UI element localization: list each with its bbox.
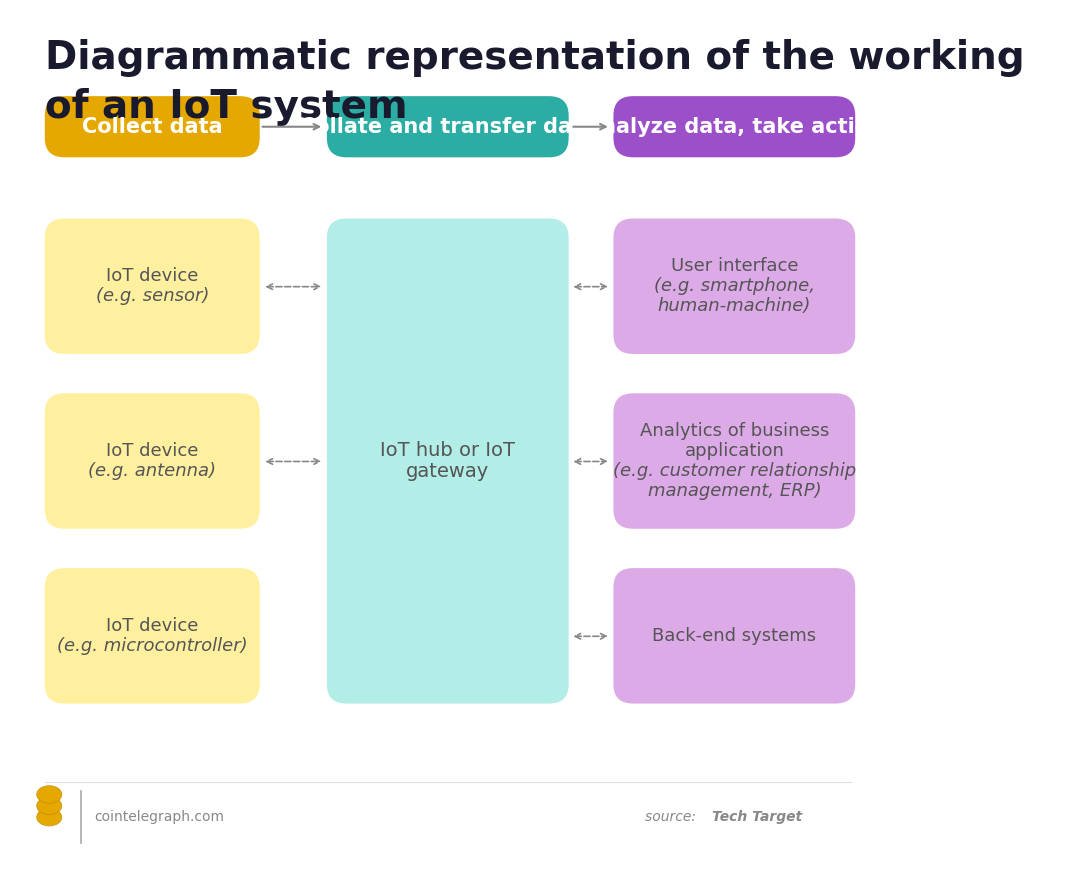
Text: Analytics of business: Analytics of business (639, 422, 829, 440)
FancyBboxPatch shape (327, 96, 569, 157)
Text: Analyze data, take action: Analyze data, take action (585, 117, 883, 136)
Ellipse shape (37, 786, 62, 803)
Text: application: application (685, 442, 784, 460)
FancyBboxPatch shape (327, 218, 569, 704)
Text: User interface: User interface (671, 257, 798, 275)
FancyBboxPatch shape (613, 393, 855, 529)
Text: (e.g. customer relationship: (e.g. customer relationship (612, 462, 855, 480)
FancyBboxPatch shape (613, 96, 855, 157)
Text: Collect data: Collect data (82, 117, 222, 136)
FancyBboxPatch shape (613, 568, 855, 704)
Text: Back-end systems: Back-end systems (652, 627, 816, 645)
Text: IoT device: IoT device (106, 617, 199, 635)
FancyBboxPatch shape (44, 218, 259, 354)
Text: human-machine): human-machine) (658, 297, 811, 316)
Text: cointelegraph.com: cointelegraph.com (94, 810, 224, 824)
Ellipse shape (37, 797, 62, 815)
Text: source:: source: (645, 810, 700, 824)
FancyBboxPatch shape (44, 96, 259, 157)
Text: (e.g. sensor): (e.g. sensor) (95, 288, 208, 305)
FancyBboxPatch shape (613, 218, 855, 354)
Text: Collate and transfer data: Collate and transfer data (300, 117, 596, 136)
Text: (e.g. smartphone,: (e.g. smartphone, (653, 277, 814, 295)
Text: (e.g. microcontroller): (e.g. microcontroller) (57, 637, 247, 655)
Text: Tech Target: Tech Target (712, 810, 802, 824)
Ellipse shape (37, 808, 62, 826)
Text: IoT device: IoT device (106, 442, 199, 460)
Text: gateway: gateway (406, 462, 489, 482)
Text: Diagrammatic representation of the working
of an IoT system: Diagrammatic representation of the worki… (44, 39, 1025, 126)
Text: IoT hub or IoT: IoT hub or IoT (380, 440, 515, 460)
FancyBboxPatch shape (44, 393, 259, 529)
Text: (e.g. antenna): (e.g. antenna) (89, 462, 216, 480)
Text: IoT device: IoT device (106, 267, 199, 285)
Text: management, ERP): management, ERP) (648, 482, 821, 500)
FancyBboxPatch shape (44, 568, 259, 704)
